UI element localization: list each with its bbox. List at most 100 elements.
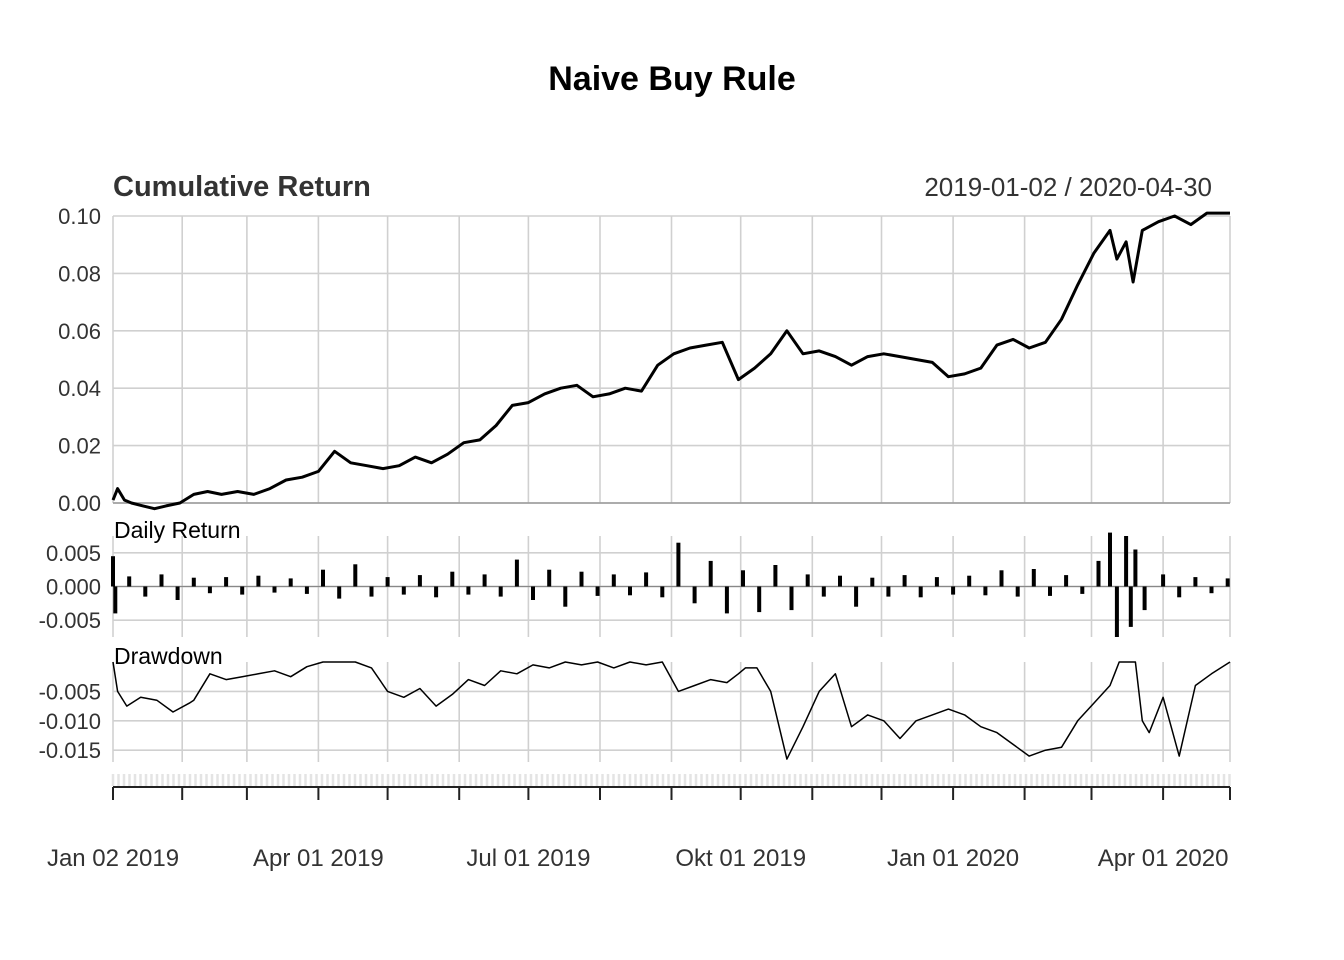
daily-return-bar — [757, 586, 762, 613]
daily-return-title: Daily Return — [114, 517, 241, 543]
daily-return-bar — [934, 577, 939, 587]
daily-return-bar — [434, 586, 439, 598]
x-tick-label: Apr 01 2020 — [1098, 845, 1229, 872]
daily-return-bar — [321, 569, 325, 587]
daily-return-bar — [240, 586, 245, 595]
daily-return-bar — [207, 586, 212, 594]
daily-return-bar — [886, 586, 891, 597]
daily-return-bar — [999, 570, 1004, 587]
y-tick-label: -0.010 — [39, 709, 101, 734]
daily-return-bar — [353, 564, 358, 587]
cumulative-return-title: Cumulative Return — [113, 171, 371, 203]
daily-return-bar — [1048, 586, 1052, 596]
x-tick-label: Apr 01 2019 — [253, 845, 384, 872]
daily-return-bar — [466, 586, 471, 595]
daily-return-bar — [951, 586, 956, 595]
y-tick-label: -0.015 — [39, 738, 101, 763]
daily-return-bar — [143, 586, 148, 597]
daily-return-bar — [1108, 532, 1112, 587]
daily-return-bar — [113, 586, 118, 614]
daily-return-bar — [1031, 569, 1036, 587]
daily-return-bar — [1133, 549, 1138, 587]
axis-lines — [111, 502, 1231, 800]
y-tick-label: 0.08 — [58, 261, 101, 286]
daily-return-bar — [1080, 586, 1085, 594]
daily-return-bar — [1124, 536, 1129, 587]
y-tick-label: -0.005 — [39, 608, 101, 633]
y-tick-label: 0.02 — [58, 434, 101, 459]
x-tick-label: Jan 01 2020 — [887, 845, 1019, 872]
y-tick-label: 0.000 — [46, 575, 101, 600]
daily-return-bar — [854, 586, 859, 607]
daily-return-bar — [385, 577, 390, 587]
daily-return-bar — [450, 571, 455, 587]
daily-return-bar — [1128, 586, 1133, 627]
daily-return-bar — [531, 586, 535, 600]
daily-return-bar — [1161, 574, 1166, 587]
daily-return-bar — [337, 586, 342, 599]
daily-return-bar — [417, 575, 422, 587]
daily-return-bar — [983, 586, 988, 596]
daily-return-bar — [1177, 586, 1182, 598]
daily-return-bar — [870, 577, 875, 587]
daily-return-bar — [1114, 586, 1119, 637]
daily-return-bar — [805, 574, 810, 587]
daily-return-bar — [563, 586, 568, 607]
x-tick-label: Jan 02 2019 — [47, 845, 179, 872]
daily-return-bar — [1209, 586, 1214, 594]
daily-return-bar — [191, 577, 196, 587]
daily-return-bar — [611, 574, 616, 587]
daily-return-bar — [902, 575, 907, 587]
y-tick-label: 0.04 — [58, 376, 101, 401]
daily-return-bar — [498, 586, 503, 597]
daily-return-bar — [1142, 586, 1147, 611]
daily-return-bar — [708, 560, 713, 587]
daily-return-bar — [256, 575, 261, 587]
daily-return-bar — [628, 586, 632, 596]
x-tick-label: Jul 01 2019 — [466, 845, 590, 872]
daily-return-bar — [692, 586, 697, 604]
daily-return-bar — [547, 569, 552, 587]
daily-return-bar — [724, 586, 729, 614]
date-range-label: 2019-01-02 / 2020-04-30 — [924, 172, 1212, 202]
daily-return-bar — [111, 556, 115, 587]
chart-title: Naive Buy Rule — [548, 60, 796, 98]
daily-return-bar — [304, 586, 309, 594]
daily-return-bars — [111, 532, 1230, 637]
daily-return-bar — [1015, 586, 1020, 597]
daily-return-bar — [838, 575, 842, 587]
daily-return-bar — [482, 574, 487, 587]
daily-return-bar — [967, 575, 972, 587]
daily-return-bar — [127, 576, 132, 587]
cumulative-return-line — [111, 211, 1230, 511]
daily-return-bar — [676, 542, 681, 587]
y-tick-label: 0.06 — [58, 319, 101, 344]
daily-return-bar — [401, 586, 406, 595]
daily-return-bar — [918, 586, 923, 598]
axis-labels: 0.00 0.02 0.04 0.06 0.08 0.10 -0.005 0.000 0.005… — [39, 204, 1229, 872]
daily-return-bar — [660, 586, 665, 598]
daily-return-bar — [644, 572, 649, 587]
daily-return-bar — [175, 586, 180, 600]
daily-return-bar — [1225, 578, 1230, 587]
daily-return-bar — [1064, 575, 1069, 587]
daily-return-bar — [773, 565, 778, 587]
daily-return-bar — [1193, 577, 1198, 587]
drawdown-title: Drawdown — [114, 643, 223, 669]
y-tick-label: -0.005 — [39, 679, 101, 704]
drawdown-line — [112, 661, 1231, 760]
x-tick-label: Okt 01 2019 — [675, 845, 806, 872]
y-tick-label: 0.005 — [46, 541, 101, 566]
y-tick-label: 0.00 — [58, 491, 101, 516]
y-tick-label: 0.10 — [58, 204, 101, 229]
daily-return-bar — [272, 586, 277, 593]
daily-return-bar — [369, 586, 374, 597]
series-lines — [111, 211, 1231, 760]
daily-return-bar — [741, 570, 745, 587]
daily-return-bar — [514, 559, 519, 587]
daily-return-bar — [595, 586, 600, 596]
daily-return-bar — [579, 571, 584, 587]
daily-return-bar — [288, 578, 293, 587]
daily-return-bar — [821, 586, 826, 597]
